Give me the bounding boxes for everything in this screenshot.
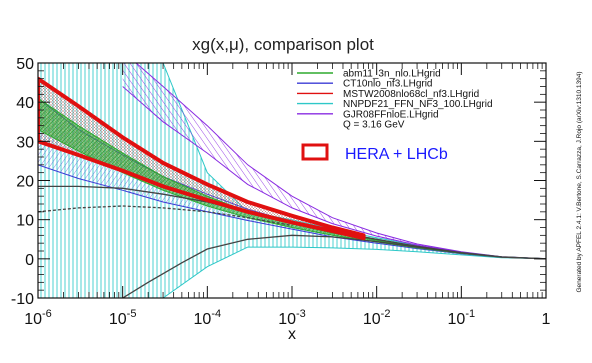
- legend-entry-mstw2008nlo68cl-nf3-lhgrid: MSTW2008nlo68cl_nf3.LHgrid: [297, 89, 479, 100]
- y-tick-label: 0: [25, 252, 34, 269]
- scale-note: Q = 3.16 GeV: [343, 120, 405, 131]
- x-tick-label: 10-2: [363, 308, 391, 328]
- hera-lhcb-annotation: HERA + LHCb: [301, 143, 448, 163]
- legend-label: GJR08FFnloE.LHgrid: [343, 109, 439, 120]
- legend-label: abm11_3n_nlo.LHgrid: [343, 69, 441, 80]
- annotation-label: HERA + LHCb: [345, 146, 448, 163]
- legend: abm11_3n_nlo.LHgridCT10nlo_nf3.LHgridMST…: [297, 69, 493, 131]
- y-tick-label: -10: [11, 291, 34, 308]
- central-curve-3: [38, 205, 293, 227]
- central-curve-2: [122, 234, 546, 298]
- side-credit-text: Generated by APFEL 2.4.1: V.Bertone, S.C…: [576, 71, 583, 292]
- legend-entry-gjr08ffnloe-lhgrid: GJR08FFnloE.LHgrid: [297, 109, 439, 120]
- legend-entry-nnpdf21-ffn-nf3-100-lhgrid: NNPDF21_FFN_NF3_100.LHgrid: [297, 99, 493, 110]
- legend-label: NNPDF21_FFN_NF3_100.LHgrid: [343, 99, 493, 110]
- y-tick-label: 50: [16, 56, 34, 73]
- y-tick-label: 20: [16, 174, 34, 191]
- x-tick-label: 10-5: [109, 308, 137, 328]
- x-axis: 10-6 10-5 10-4 10-3 10-2 10-1 1: [24, 63, 551, 328]
- chart-title: xg(x,μ), comparison plot: [192, 35, 374, 54]
- band-fill-gjr08ffnloe-lhgrid: [122, 63, 546, 259]
- y-axis: -10 0 10 20 30 40 50: [11, 56, 546, 308]
- hera-lhcb-outline: [38, 76, 366, 241]
- x-axis-label: x: [288, 326, 296, 343]
- x-tick-label: 10-4: [194, 308, 222, 328]
- central-curves: [38, 76, 546, 298]
- legend-label: CT10nlo_nf3.LHgrid: [343, 79, 433, 90]
- y-tick-label: 40: [16, 95, 34, 112]
- x-tick-label: 10-1: [448, 308, 476, 328]
- annotation-swatch: [301, 143, 329, 161]
- x-tick-label: 10-3: [278, 308, 306, 328]
- x-tick-label: 10-6: [24, 308, 52, 328]
- legend-entry-abm11-3n-nlo-lhgrid: abm11_3n_nlo.LHgrid: [297, 69, 441, 80]
- x-tick-label: 1: [542, 311, 551, 328]
- y-tick-label: 10: [16, 213, 34, 230]
- legend-entry-ct10nlo-nf3-lhgrid: CT10nlo_nf3.LHgrid: [297, 79, 433, 90]
- y-tick-label: 30: [16, 134, 34, 151]
- band-lower-nnpdf21-ffn-nf3-100-lhgrid: [38, 246, 546, 298]
- legend-label: MSTW2008nlo68cl_nf3.LHgrid: [343, 89, 479, 100]
